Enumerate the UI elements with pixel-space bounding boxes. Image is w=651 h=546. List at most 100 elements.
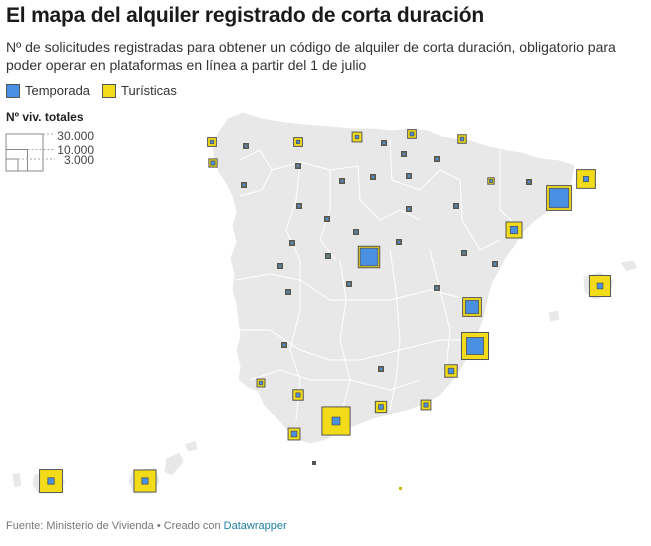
marker-lugo-temporada [244,144,248,148]
marker-ourense[interactable] [241,182,247,188]
marker-girona[interactable] [576,169,596,189]
island-ibiza [547,309,561,323]
marker-illes-balears[interactable] [588,274,612,298]
province-borders [235,139,523,421]
size-legend-square-10000 [5,149,28,172]
size-legend-label-3000: 3.000 [64,153,94,167]
marker-ciudad-real[interactable] [346,281,352,287]
marker-avila[interactable] [325,253,331,259]
marker-zaragoza[interactable] [453,203,459,209]
marker-ciudad-real-temporada [347,282,351,286]
marker-lleida[interactable] [487,177,495,185]
marker-layer [39,129,612,493]
size-legend-label-30000: 30.000 [57,129,94,143]
marker-cordoba-temporada [282,343,286,347]
size-legend-title: Nº viv. totales [6,110,84,124]
marker-cuenca[interactable] [461,250,467,256]
marker-sevilla-temporada [295,392,301,398]
marker-cantabria-temporada [354,134,360,140]
marker-murcia[interactable] [444,364,458,378]
page-title: El mapa del alquiler registrado de corta… [6,4,484,27]
marker-granada[interactable] [374,400,388,414]
marker-las-palmas[interactable] [133,469,157,493]
island-menorca [619,259,639,273]
marker-sevilla[interactable] [292,389,304,401]
marker-teruel[interactable] [526,179,532,185]
marker-jaen[interactable] [378,366,384,372]
province-border [235,273,471,301]
island-fuerteventura [163,451,185,477]
marker-araba[interactable] [401,151,407,157]
marker-huelva-temporada [258,380,264,386]
marker-almeria-temporada [423,402,429,408]
marker-melilla [399,487,402,490]
marker-illes-balears-temporada [596,282,604,290]
marker-cordoba[interactable] [281,342,287,348]
legend-swatch-temporada [6,83,20,98]
marker-valladolid[interactable] [324,216,330,222]
marker-albacete[interactable] [434,285,440,291]
marker-madrid[interactable] [357,245,381,269]
marker-huelva[interactable] [256,378,266,388]
marker-malaga[interactable] [321,406,351,436]
size-legend-square-30000 [5,133,44,172]
marker-gipuzkoa[interactable] [407,129,417,139]
province-border [319,170,337,261]
marker-barcelona-temporada [548,187,570,209]
marker-barcelona[interactable] [546,185,572,211]
island-la-palma [11,471,23,489]
marker-huesca[interactable] [457,134,467,144]
marker-caceres[interactable] [277,263,283,269]
marker-santa-cruz-de-tenerife-temporada [47,477,55,485]
marker-gipuzkoa-temporada [409,131,415,137]
island-lanzarote [183,439,199,453]
marker-valencia[interactable] [462,297,482,317]
marker-toledo-temporada [493,262,497,266]
marker-a-coruna[interactable] [207,137,217,147]
marker-pontevedra-temporada [210,160,216,166]
color-legend: Temporada Turísticas [6,83,189,98]
land-layer [11,111,639,495]
marker-alicante[interactable] [460,331,490,361]
marker-palencia-temporada [340,179,344,183]
marker-teruel-temporada [527,180,531,184]
marker-zamora[interactable] [296,203,302,209]
marker-malaga-temporada [331,416,341,426]
marker-leon[interactable] [295,163,301,169]
marker-soria[interactable] [406,206,412,212]
marker-palencia[interactable] [339,178,345,184]
marker-toledo[interactable] [492,261,498,267]
marker-cadiz[interactable] [287,427,301,441]
marker-tarragona[interactable] [505,221,523,239]
marker-segovia[interactable] [353,229,359,235]
marker-caceres-temporada [278,264,282,268]
province-border [357,165,421,221]
legend-item-temporada: Temporada [6,83,90,98]
marker-cadiz-temporada [290,430,298,438]
marker-salamanca[interactable] [289,240,295,246]
marker-navarra-temporada [435,157,439,161]
marker-almeria[interactable] [420,399,432,411]
marker-la-rioja[interactable] [406,173,412,179]
marker-asturias[interactable] [293,137,303,147]
province-border [271,161,359,171]
dot-layer [312,461,402,490]
marker-albacete-temporada [435,286,439,290]
marker-pontevedra[interactable] [208,158,218,168]
marker-lleida-temporada [489,179,493,183]
marker-badajoz[interactable] [285,289,291,295]
footer-tool-link[interactable]: Datawrapper [223,520,287,532]
marker-alicante-temporada [466,337,484,355]
marker-navarra[interactable] [434,156,440,162]
marker-cantabria[interactable] [351,131,363,143]
marker-bizkaia[interactable] [380,139,388,147]
footer-source: Fuente: Ministerio de Vivienda • Creado … [6,520,224,532]
marker-santa-cruz-de-tenerife[interactable] [39,469,63,493]
province-border [389,139,461,191]
province-border [389,249,401,411]
marker-lugo[interactable] [243,143,249,149]
marker-guadalajara[interactable] [396,239,402,245]
marker-burgos[interactable] [370,174,376,180]
marker-segovia-temporada [354,230,358,234]
